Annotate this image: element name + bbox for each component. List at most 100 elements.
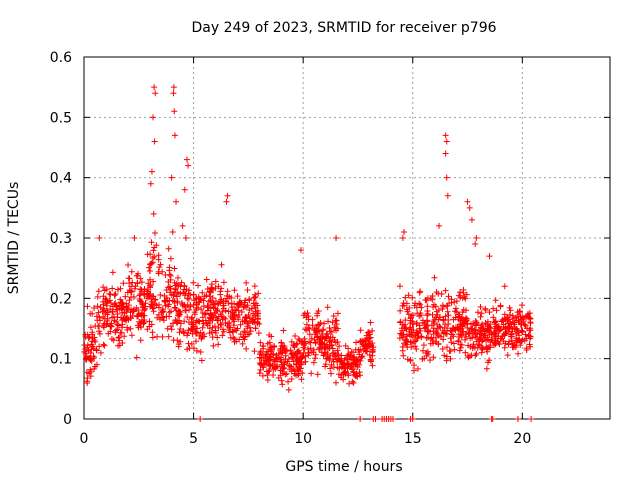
data-point bbox=[144, 288, 151, 295]
data-point bbox=[279, 381, 286, 388]
data-point bbox=[220, 305, 227, 312]
data-point bbox=[419, 319, 426, 326]
data-point bbox=[295, 357, 302, 364]
data-point bbox=[357, 357, 364, 364]
data-point bbox=[213, 308, 220, 315]
data-point bbox=[82, 356, 89, 363]
data-point bbox=[187, 327, 194, 334]
data-point bbox=[204, 286, 211, 293]
data-point bbox=[366, 352, 373, 359]
data-point bbox=[326, 324, 333, 331]
data-point bbox=[116, 342, 123, 349]
data-point bbox=[479, 346, 486, 353]
data-point bbox=[173, 307, 180, 314]
data-point bbox=[251, 294, 258, 301]
data-point bbox=[398, 325, 405, 332]
data-point bbox=[170, 84, 177, 91]
data-point bbox=[469, 325, 476, 332]
data-point bbox=[417, 301, 424, 308]
data-point bbox=[197, 416, 204, 422]
data-point bbox=[185, 296, 192, 303]
data-point bbox=[516, 332, 523, 339]
data-point bbox=[107, 328, 114, 335]
data-point bbox=[491, 318, 498, 325]
data-point bbox=[219, 332, 226, 339]
data-point bbox=[124, 324, 131, 331]
data-point bbox=[341, 369, 348, 376]
data-point bbox=[417, 327, 424, 334]
data-point bbox=[146, 318, 153, 325]
data-point bbox=[148, 260, 155, 267]
data-point bbox=[241, 303, 248, 310]
data-point bbox=[459, 295, 466, 302]
data-point bbox=[87, 356, 94, 363]
data-point bbox=[260, 364, 267, 371]
data-point bbox=[115, 322, 122, 329]
data-point bbox=[522, 331, 529, 338]
data-point bbox=[323, 341, 330, 348]
data-point bbox=[257, 348, 264, 355]
data-point bbox=[350, 354, 357, 361]
data-point bbox=[173, 198, 180, 205]
data-point bbox=[197, 349, 204, 356]
data-point bbox=[134, 322, 141, 329]
x-tick-label: 5 bbox=[189, 431, 198, 447]
data-point bbox=[167, 272, 174, 279]
data-point bbox=[473, 338, 480, 345]
data-point bbox=[137, 275, 144, 282]
data-point bbox=[490, 305, 497, 312]
data-point bbox=[119, 324, 126, 331]
data-point bbox=[179, 222, 186, 229]
data-point bbox=[294, 348, 301, 355]
data-point bbox=[137, 337, 144, 344]
data-point bbox=[82, 350, 89, 357]
data-point bbox=[211, 301, 218, 308]
data-point bbox=[97, 317, 104, 324]
data-point bbox=[111, 301, 118, 308]
data-point bbox=[199, 332, 206, 339]
data-point bbox=[166, 289, 173, 296]
data-point bbox=[117, 296, 124, 303]
data-point bbox=[201, 311, 208, 318]
data-point bbox=[443, 303, 450, 310]
data-point bbox=[458, 332, 465, 339]
data-point bbox=[406, 326, 413, 333]
data-point bbox=[409, 416, 416, 422]
data-point bbox=[203, 276, 210, 283]
data-point bbox=[322, 361, 329, 368]
data-point bbox=[344, 355, 351, 362]
data-point bbox=[145, 264, 152, 271]
data-point bbox=[405, 311, 412, 318]
data-point bbox=[340, 370, 347, 377]
data-point bbox=[527, 327, 534, 334]
data-point bbox=[258, 355, 265, 362]
data-point bbox=[154, 333, 161, 340]
data-point bbox=[224, 288, 231, 295]
y-tick-label: 0 bbox=[63, 412, 72, 428]
data-point bbox=[465, 329, 472, 336]
data-point bbox=[448, 328, 455, 335]
data-point bbox=[489, 416, 496, 422]
data-point bbox=[338, 352, 345, 359]
data-point bbox=[249, 319, 256, 326]
data-point bbox=[338, 364, 345, 371]
data-point bbox=[125, 262, 132, 269]
data-point bbox=[215, 324, 222, 331]
data-point bbox=[509, 328, 516, 335]
data-point bbox=[273, 352, 280, 359]
data-point bbox=[135, 270, 142, 277]
data-point bbox=[237, 321, 244, 328]
data-point bbox=[372, 416, 379, 422]
data-point bbox=[100, 305, 107, 312]
data-point bbox=[148, 168, 155, 175]
data-point bbox=[127, 309, 134, 316]
data-point bbox=[272, 364, 279, 371]
data-point bbox=[462, 320, 469, 327]
data-point bbox=[167, 255, 174, 262]
data-point bbox=[324, 351, 331, 358]
data-point bbox=[266, 353, 273, 360]
data-point bbox=[356, 349, 363, 356]
data-point bbox=[112, 300, 119, 307]
data-point bbox=[152, 90, 159, 97]
data-point bbox=[325, 318, 332, 325]
